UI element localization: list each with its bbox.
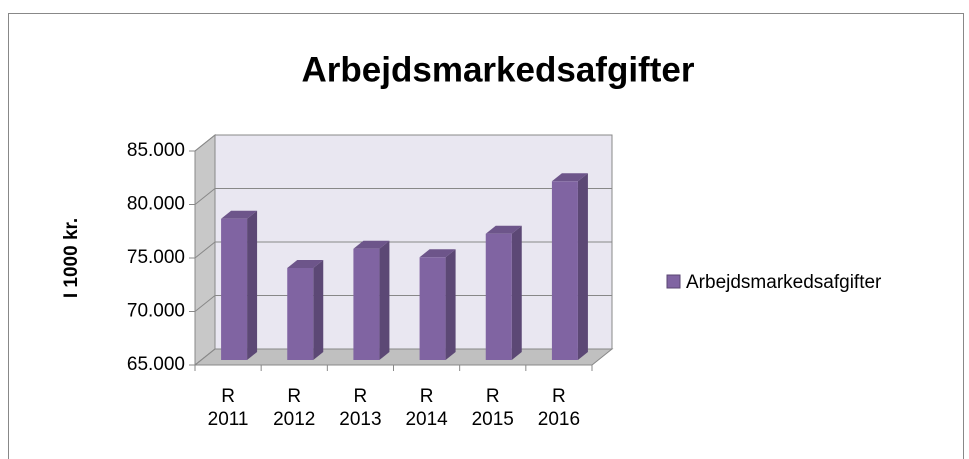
bar-top [221,210,258,219]
bar-side [511,225,522,360]
x-tick-label-line: 2016 [538,409,580,430]
bar [221,210,258,360]
bar-front [551,181,578,360]
x-tick-label-line: 2013 [339,409,381,430]
bar-top [419,249,456,258]
grid-line-segment [194,241,612,259]
grid-line-segment [194,295,612,312]
bar [551,173,588,360]
grid-line-segment [194,348,612,366]
bar-side [247,210,258,360]
x-tick-label: R 2015 [472,386,514,430]
y-tick-label: 65.000 [127,354,185,375]
grid-line [194,295,612,312]
y-axis-label: I 1000 kr. [61,218,82,298]
x-tick-label: R 2011 [208,386,249,430]
grid-line [194,241,612,259]
bar-side [445,249,456,360]
bar-top [287,259,324,268]
x-tick-label: R 2014 [405,386,448,430]
y-tick-label: 80.000 [127,194,185,215]
y-tick-label: 85.000 [127,140,185,161]
legend-swatch [666,274,681,289]
x-tick-label-line: 2015 [472,409,514,430]
bar-front [287,267,314,360]
bar-side [379,240,390,360]
grid-line-segment [194,134,612,152]
x-tick-label-line: R [486,386,500,407]
x-tick-label: R 2016 [538,386,580,430]
x-tick-label-line: R [287,386,301,407]
bar-top [353,240,390,249]
bar-side [577,173,588,360]
bar-side [313,259,324,360]
grid-line [194,188,612,205]
x-tick-label-line: R [354,386,368,407]
bar-front [353,248,380,360]
bar-front [221,218,248,360]
y-tick-label: 70.000 [127,301,185,322]
x-tick-label-line: 2014 [405,409,448,430]
x-tick-label: R 2013 [339,386,381,430]
bar-front [485,233,512,360]
grid-line [194,134,612,152]
bar-top [485,225,522,234]
x-tick-label-line: 2012 [273,409,315,430]
x-tick-label-line: R [420,386,434,407]
bar [287,259,324,360]
bar [419,249,456,360]
bar-top [551,173,588,182]
x-tick-label: R 2012 [273,386,315,430]
bar-front [419,257,446,360]
grid-line-segment [194,188,612,205]
legend-label: Arbejdsmarkedsafgifter [686,272,882,293]
x-tick-label-line: R [552,386,566,407]
bar [353,240,390,360]
floor [193,348,614,366]
chart-title: Arbejdsmarkedsafgifter [302,50,695,89]
grid-line [194,348,612,366]
x-tick-label-line: 2011 [208,409,249,430]
y-tick-label: 75.000 [127,247,185,268]
bar [485,225,522,360]
x-tick-label-line: R [221,386,235,407]
